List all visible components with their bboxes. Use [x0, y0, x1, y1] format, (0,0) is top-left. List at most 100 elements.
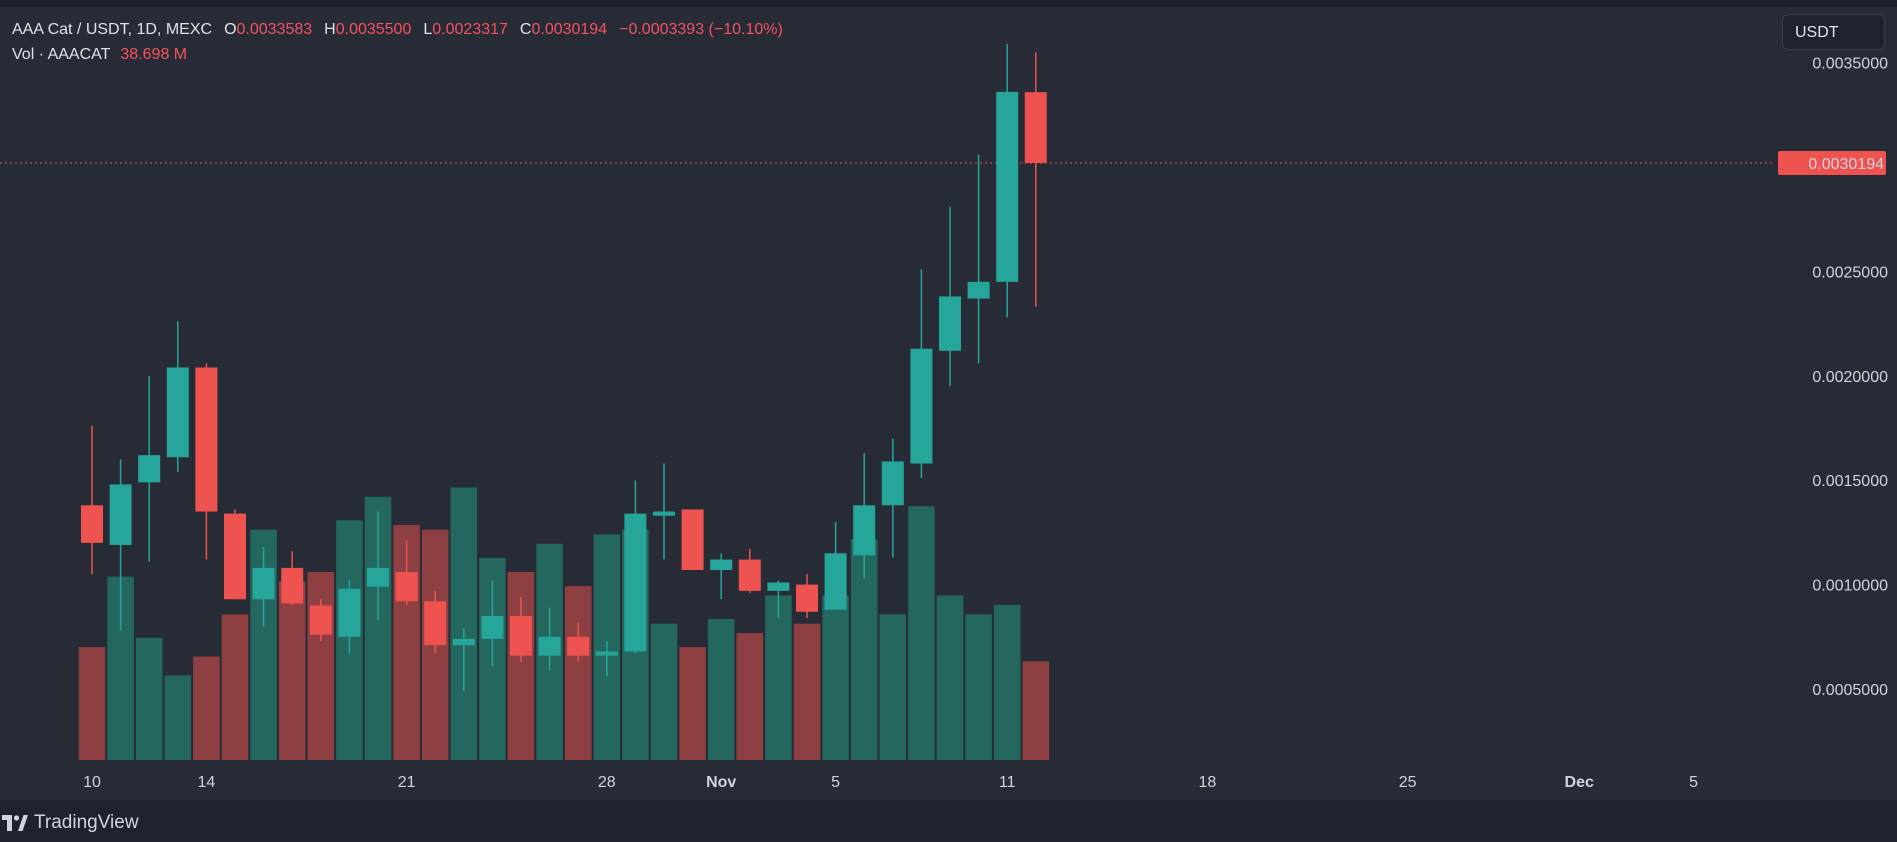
candle[interactable] [1024, 52, 1047, 307]
close-label: C [519, 21, 532, 38]
candle[interactable] [567, 622, 590, 662]
volume-bar [936, 595, 964, 760]
candle-body [738, 559, 761, 591]
candle[interactable] [367, 511, 389, 621]
candle[interactable] [166, 321, 189, 472]
candle[interactable] [395, 540, 418, 606]
volume-bar [822, 595, 849, 760]
candle[interactable] [967, 154, 990, 364]
candlestick-chart[interactable]: 0.0005000 0.0010000 0.0015000 0.0020000 0.00… [0, 0, 1897, 800]
candle[interactable] [738, 549, 761, 593]
time-tick-label: 5 [1689, 774, 1698, 791]
volume-bar [965, 614, 992, 760]
price-tick-label: 0.0035000 [1812, 56, 1888, 73]
candle-body [81, 505, 103, 543]
candle[interactable] [138, 375, 161, 562]
high-label: H [324, 21, 336, 38]
time-tick-label: Dec [1565, 774, 1594, 791]
footer-bar [0, 800, 1897, 842]
candle[interactable] [452, 628, 475, 692]
candle[interactable] [824, 521, 847, 610]
volume-bar [450, 487, 478, 760]
candle-body [424, 601, 447, 646]
candle[interactable] [224, 509, 246, 600]
candle-body [367, 567, 389, 587]
legend-header: AAA Cat / USDT, 1D, MEXC O 0.0033583 H 0… [12, 20, 783, 70]
candle[interactable] [281, 551, 304, 606]
volume-bar [221, 614, 249, 760]
last-price-tag: 0.0030194 [1778, 150, 1886, 175]
candle-body [1024, 92, 1047, 163]
candle-body [309, 605, 332, 635]
candles[interactable] [81, 43, 1047, 692]
candle-body [624, 513, 647, 652]
candle-body [967, 281, 990, 299]
time-tick-label: 21 [398, 774, 416, 791]
candle-body [252, 567, 275, 600]
candle[interactable] [796, 574, 818, 619]
top-strip [0, 0, 1897, 7]
price-tick-label: 0.0025000 [1812, 264, 1888, 281]
candle[interactable] [109, 459, 132, 631]
candle[interactable] [338, 580, 361, 654]
volume-bar [135, 637, 163, 760]
currency-unit-button[interactable]: USDT [1782, 14, 1885, 50]
candle[interactable] [996, 43, 1019, 318]
high-value: 0.0035500 [335, 21, 412, 38]
volume-bar [650, 623, 678, 760]
candle[interactable] [595, 640, 618, 677]
candle-body [710, 559, 733, 570]
price-tick-label: 0.0020000 [1812, 369, 1888, 386]
candle[interactable] [681, 509, 704, 570]
candle[interactable] [710, 553, 733, 600]
candle[interactable] [910, 269, 933, 479]
candle-body [910, 348, 933, 464]
candle[interactable] [624, 480, 647, 654]
candle[interactable] [510, 597, 532, 662]
price-tick-label: 0.0010000 [1812, 578, 1888, 595]
candle-body [481, 615, 504, 639]
candle-body [653, 511, 675, 516]
candle[interactable] [853, 453, 876, 579]
volume-label[interactable]: Vol · AAACAT [12, 46, 111, 63]
candle[interactable] [939, 206, 961, 387]
change-value: −0.0003393 (−10.10%) [619, 21, 783, 38]
time-tick-label: 10 [83, 774, 101, 791]
candle[interactable] [767, 580, 790, 619]
candle-body [109, 484, 132, 545]
volume-bar [993, 604, 1021, 760]
last-price-tag-text: 0.0030194 [1808, 156, 1884, 173]
candle[interactable] [653, 463, 675, 560]
candle[interactable] [252, 547, 275, 627]
price-axis[interactable]: 0.0005000 0.0010000 0.0015000 0.0020000 0.00… [1812, 56, 1888, 699]
time-axis[interactable]: 10 14 21 28 Nov 5 11 18 25 Dec 5 [83, 774, 1698, 791]
tradingview-logo[interactable]: TradingView [2, 812, 139, 834]
close-value: 0.0030194 [531, 21, 608, 38]
candle[interactable] [195, 363, 218, 560]
candle[interactable] [81, 425, 103, 575]
volume-bar [278, 581, 306, 760]
candle[interactable] [481, 580, 504, 667]
volume-bar [164, 675, 192, 760]
symbol-title[interactable]: AAA Cat / USDT, 1D, MEXC [12, 21, 213, 38]
candle-body [939, 296, 961, 351]
candle[interactable] [538, 607, 561, 671]
candle-body [767, 582, 790, 591]
volume-bar [908, 506, 935, 760]
open-label: O [224, 21, 237, 38]
volume-bar [736, 633, 764, 760]
candle[interactable] [881, 438, 904, 558]
last-price-tag-bg [1778, 150, 1886, 175]
time-tick-label: 5 [831, 774, 840, 791]
candle-body [395, 572, 418, 602]
low-value: 0.0023317 [432, 21, 508, 38]
volume-bar [679, 647, 706, 760]
candle-body [281, 567, 304, 604]
tradingview-brand: TradingView [34, 812, 139, 833]
time-tick-label: 14 [198, 774, 216, 791]
time-tick-label: 28 [598, 774, 616, 791]
volume-bar [78, 647, 106, 760]
candle[interactable] [309, 599, 332, 641]
price-tick-label: 0.0015000 [1812, 473, 1888, 490]
candle[interactable] [424, 590, 447, 654]
